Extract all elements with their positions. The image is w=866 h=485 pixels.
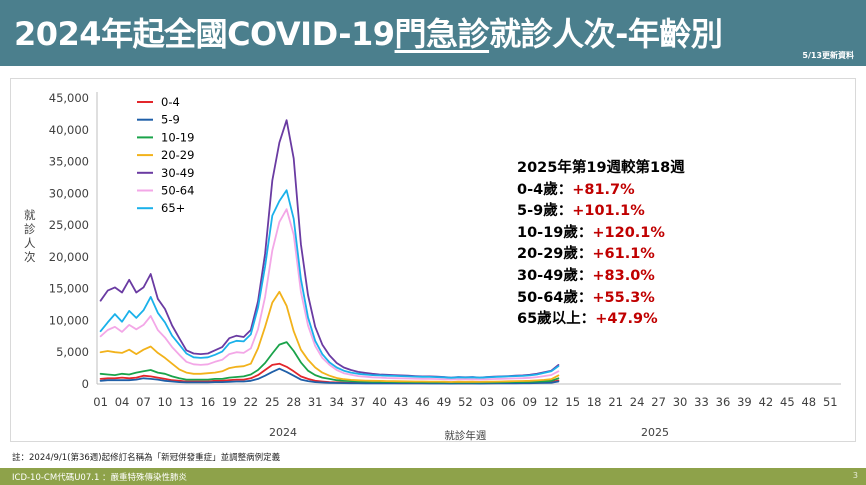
x-tick-label: 31	[308, 395, 323, 409]
x-tick-label: 46	[415, 395, 430, 409]
x-tick-label: 30	[673, 395, 688, 409]
summary-row-label: 50-64歲：	[517, 289, 593, 306]
y-tick-label: 5,000	[56, 345, 89, 359]
series-line-20-29	[99, 290, 560, 383]
line-chart: 0 5,000 10,000 15,000 20,000 25,000 30,000 35,0…	[24, 91, 841, 441]
page-number: 3	[852, 471, 858, 480]
x-tick-label: 04	[115, 395, 130, 409]
summary-title: 2025年第19週較第18週	[517, 160, 685, 176]
series-line-50-64	[99, 208, 560, 381]
x-tick-label: 25	[265, 395, 280, 409]
x-tick-label: 18	[587, 395, 602, 409]
x-tick-label: 12	[544, 395, 559, 409]
year-label: 2024	[269, 426, 297, 439]
x-tick-label: 49	[437, 395, 452, 409]
legend-label: 50-64	[161, 184, 194, 198]
x-tick-label: 19	[222, 395, 237, 409]
summary-row-label: 5-9歲：	[517, 203, 573, 220]
y-tick-label: 10,000	[49, 313, 89, 327]
x-tick-label: 51	[823, 395, 838, 409]
y-tick-label: 45,000	[49, 91, 89, 105]
summary-row-label: 0-4歲：	[517, 181, 573, 198]
legend-label: 65+	[161, 201, 185, 215]
summary-row: 10-19歲：+120.1%	[517, 223, 685, 245]
x-tick-label: 34	[329, 395, 344, 409]
page-title: 2024年起全國COVID-19門急診就診人次-年齡別	[14, 9, 723, 55]
summary-row-label: 65歲以上：	[517, 311, 596, 328]
summary-row-value: +61.1%	[592, 246, 655, 263]
summary-row: 20-29歲：+61.1%	[517, 244, 685, 266]
x-tick-label: 15	[565, 395, 580, 409]
summary-row: 65歲以上：+47.9%	[517, 309, 685, 331]
summary-row-value: +81.7%	[572, 181, 635, 198]
x-axis-title: 就診年週	[444, 429, 486, 441]
y-tick-label: 15,000	[49, 282, 89, 296]
legend-label: 10-19	[161, 130, 194, 144]
x-tick-label: 33	[694, 395, 709, 409]
series-line-5-9	[99, 367, 560, 385]
x-tick-label: 10	[158, 395, 173, 409]
x-tick-label: 43	[394, 395, 409, 409]
x-tick-label: 27	[651, 395, 666, 409]
chart-panel: 0 5,000 10,000 15,000 20,000 25,000 30,000 35,0…	[10, 78, 856, 442]
y-tick-label: 40,000	[49, 123, 89, 137]
series-line-65+	[99, 189, 560, 379]
legend-label: 0-4	[161, 95, 180, 109]
y-axis-title: 就診人次	[24, 208, 36, 264]
summary-row-label: 20-29歲：	[517, 246, 593, 263]
x-tick-label: 03	[480, 395, 495, 409]
title-part-1: 2024年起全國COVID-19	[14, 15, 395, 53]
footer-text: ICD-10-CM代碼U07.1 ：嚴重特殊傳染性肺炎	[12, 473, 188, 483]
x-tick-label: 01	[93, 395, 108, 409]
legend-label: 5-9	[161, 113, 180, 127]
summary-row: 5-9歲：+101.1%	[517, 201, 685, 223]
summary-row-label: 10-19歲：	[517, 224, 593, 241]
x-tick-label: 07	[136, 395, 151, 409]
x-tick-label: 22	[243, 395, 258, 409]
weekly-change-summary: 2025年第19週較第18週 0-4歲：+81.7% 5-9歲：+101.1% …	[517, 158, 685, 331]
summary-row: 50-64歲：+55.3%	[517, 288, 685, 310]
update-note: 5/13更新資料	[802, 51, 854, 60]
footer-bar: ICD-10-CM代碼U07.1 ：嚴重特殊傳染性肺炎 3	[0, 468, 866, 485]
y-tick-label: 25,000	[49, 218, 89, 232]
x-tick-label: 37	[351, 395, 366, 409]
x-tick-label: 40	[372, 395, 387, 409]
title-part-underlined: 門急診	[394, 15, 490, 53]
x-tick-label: 28	[286, 395, 301, 409]
summary-row-value: +120.1%	[592, 224, 665, 241]
header-bar: 2024年起全國COVID-19門急診就診人次-年齡別 5/13更新資料	[0, 0, 866, 66]
summary-row: 0-4歲：+81.7%	[517, 180, 685, 202]
summary-row-label: 30-49歲：	[517, 267, 593, 284]
x-tick-label: 52	[458, 395, 473, 409]
x-tick-label: 13	[179, 395, 194, 409]
legend-label: 30-49	[161, 166, 194, 180]
title-part-2: 就診人次-年齡別	[489, 15, 723, 53]
x-tick-label: 09	[522, 395, 537, 409]
x-tick-label: 16	[201, 395, 216, 409]
y-tick-label: 0	[82, 377, 89, 391]
summary-row-value: +83.0%	[592, 267, 655, 284]
summary-row: 30-49歲：+83.0%	[517, 266, 685, 288]
summary-row-value: +101.1%	[572, 203, 645, 220]
x-tick-label: 48	[801, 395, 816, 409]
x-tick-label: 42	[759, 395, 774, 409]
x-tick-label: 45	[780, 395, 795, 409]
x-tick-label: 06	[501, 395, 516, 409]
summary-row-value: +47.9%	[595, 311, 658, 328]
y-tick-label: 30,000	[49, 186, 89, 200]
summary-row-value: +55.3%	[592, 289, 655, 306]
footnote: 註：2024/9/1(第36週)起修訂名稱為「新冠併發重症」並調整病例定義	[12, 453, 281, 463]
x-tick-label: 39	[737, 395, 752, 409]
year-label: 2025	[641, 426, 669, 439]
y-tick-label: 20,000	[49, 250, 89, 264]
x-tick-label: 36	[716, 395, 731, 409]
y-tick-label: 35,000	[49, 155, 89, 169]
x-tick-label: 24	[630, 395, 645, 409]
x-tick-label: 21	[608, 395, 623, 409]
legend-label: 20-29	[161, 148, 194, 162]
